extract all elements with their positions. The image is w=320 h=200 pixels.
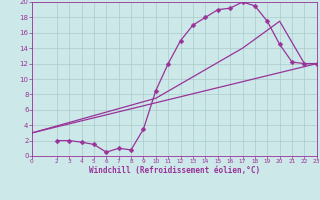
X-axis label: Windchill (Refroidissement éolien,°C): Windchill (Refroidissement éolien,°C): [89, 166, 260, 175]
